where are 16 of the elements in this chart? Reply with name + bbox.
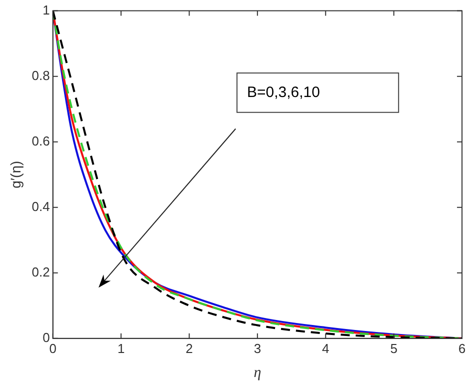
y-tick-label: 0.8 xyxy=(32,68,50,83)
line-series xyxy=(52,10,462,338)
y-axis-title: g′(η) xyxy=(7,160,24,188)
x-axis-title: η xyxy=(254,364,262,381)
y-tick-label: 0 xyxy=(42,330,50,345)
annotation: B=0,3,6,10 xyxy=(246,84,320,101)
y-tick-label: 0.4 xyxy=(32,198,50,214)
x-tick-label: 3 xyxy=(254,340,262,356)
x-tick-label: 6 xyxy=(458,340,466,356)
y-tick-label: 0.6 xyxy=(32,133,50,148)
x-tick-label: 5 xyxy=(390,340,398,356)
y-tick-label: 0.2 xyxy=(32,264,50,280)
x-tick-label: 4 xyxy=(322,340,330,356)
x-tick-label: 1 xyxy=(117,340,125,356)
x-tick-label: 2 xyxy=(186,340,193,356)
y-tick-label: 1 xyxy=(42,2,50,18)
